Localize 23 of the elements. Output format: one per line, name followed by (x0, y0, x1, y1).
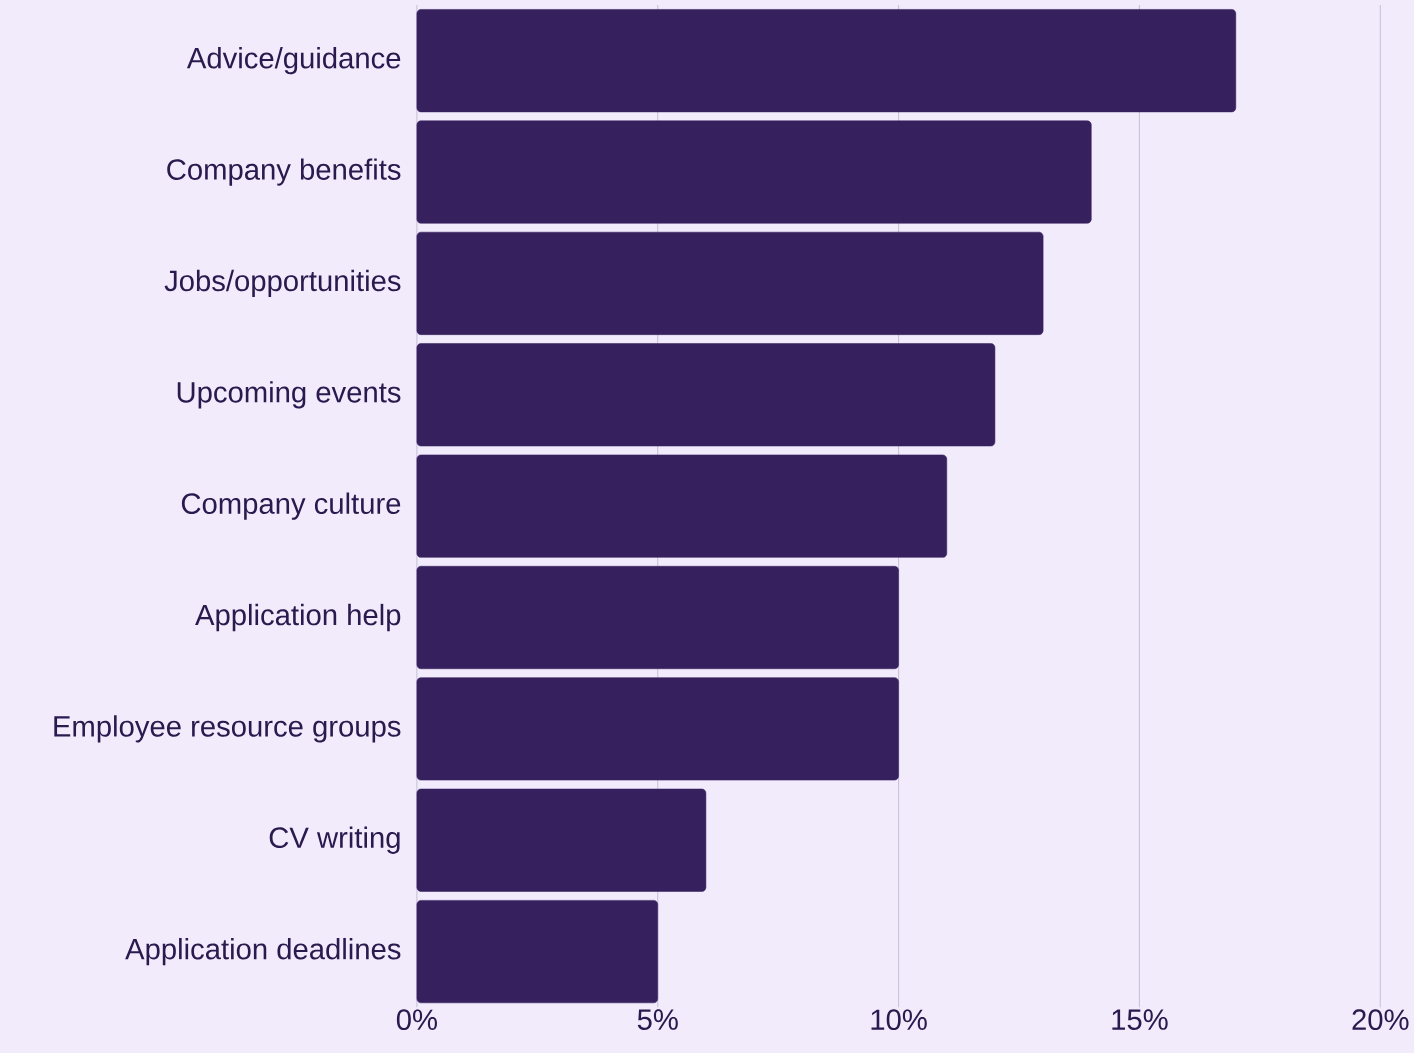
bar (416, 900, 659, 1004)
y-tick-label: Application help (195, 603, 401, 632)
bar (416, 120, 1092, 224)
y-tick-label: Employee resource groups (54, 715, 401, 743)
bar (416, 9, 1237, 113)
y-tick-label: Jobs/opportunities (164, 269, 401, 297)
x-tick-label: 20% (1352, 1009, 1409, 1030)
x-tick-label: 5% (637, 1009, 678, 1030)
bar (416, 343, 996, 447)
y-tick-label: Company benefits (167, 158, 401, 186)
y-tick-label: Upcoming events (177, 381, 401, 409)
y-tick-label: Application deadlines (125, 937, 401, 966)
bar (416, 454, 948, 558)
bar (416, 231, 1044, 335)
x-tick-label: 0% (396, 1009, 437, 1030)
bar (416, 788, 707, 892)
x-tick-label: 10% (871, 1009, 927, 1030)
bar (416, 677, 899, 781)
bar (416, 565, 899, 669)
y-tick-label: CV writing (269, 826, 400, 854)
x-tick-label: 15% (1112, 1009, 1168, 1030)
y-tick-label: Company culture (181, 492, 401, 520)
y-tick-label: Advice/guidance (186, 46, 401, 75)
